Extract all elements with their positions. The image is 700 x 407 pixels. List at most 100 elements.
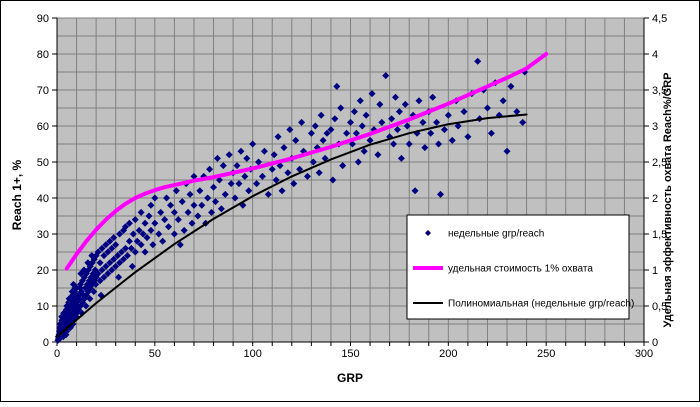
scatter-point bbox=[421, 144, 429, 152]
scatter-point bbox=[347, 118, 354, 126]
scatter-point bbox=[296, 165, 304, 173]
scatter-point bbox=[104, 270, 112, 278]
scatter-point bbox=[106, 237, 114, 245]
scatter-point bbox=[165, 223, 173, 231]
scatter-point bbox=[323, 129, 331, 137]
scatter-point bbox=[121, 223, 129, 231]
scatter-point bbox=[151, 219, 159, 227]
y-axis-left-title: Reach 1+, % bbox=[10, 159, 24, 230]
scatter-point bbox=[123, 252, 131, 260]
scatter-point bbox=[360, 147, 368, 155]
legend-item-label: удельная стоимость 1% охвата bbox=[448, 264, 593, 275]
x-axis-tick-label: 100 bbox=[243, 348, 261, 360]
legend-item-label: Полиномиальная (недельные grp/reach) bbox=[448, 299, 634, 310]
series-layer bbox=[54, 52, 549, 344]
scatter-point bbox=[429, 93, 437, 101]
scatter-point bbox=[131, 248, 139, 256]
scatter-point bbox=[128, 262, 136, 270]
scatter-point bbox=[100, 273, 108, 281]
scatter-point bbox=[258, 172, 266, 180]
scatter-point bbox=[286, 126, 294, 134]
scatter-point bbox=[454, 122, 462, 130]
scatter-point bbox=[141, 219, 149, 227]
x-axis-tick-label: 300 bbox=[635, 348, 653, 360]
y-axis-right-tick-label: 3,5 bbox=[652, 85, 667, 97]
scatter-point bbox=[198, 201, 206, 209]
scatter-point bbox=[352, 129, 360, 137]
scatter-point bbox=[460, 108, 468, 116]
scatter-point bbox=[155, 230, 163, 238]
scatter-point bbox=[395, 108, 403, 116]
scatter-point bbox=[184, 208, 192, 216]
scatter-point bbox=[309, 158, 317, 166]
y-axis-right-tick-label: 2,5 bbox=[652, 157, 667, 169]
scatter-point bbox=[125, 219, 133, 227]
scatter-point bbox=[121, 244, 129, 252]
scatter-point bbox=[151, 194, 159, 202]
scatter-point bbox=[116, 259, 124, 267]
scatter-point bbox=[129, 230, 137, 238]
scatter-point bbox=[280, 144, 288, 152]
scatter-point bbox=[178, 198, 186, 206]
scatter-point bbox=[474, 57, 482, 65]
y-axis-right-tick-label: 4 bbox=[652, 49, 658, 61]
scatter-point bbox=[73, 284, 81, 292]
scatter-point bbox=[507, 82, 515, 90]
scatter-point bbox=[190, 201, 198, 209]
scatter-point bbox=[227, 180, 235, 188]
scatter-point bbox=[337, 104, 345, 112]
scatter-point bbox=[120, 255, 128, 263]
scatter-point bbox=[241, 172, 249, 180]
scatter-point bbox=[102, 241, 110, 249]
y-axis-left-tick-label: 70 bbox=[37, 85, 49, 97]
scatter-point bbox=[268, 165, 276, 173]
scatter-point bbox=[100, 252, 108, 260]
y-axis-left-tick-label: 50 bbox=[37, 157, 49, 169]
scatter-point bbox=[260, 147, 268, 155]
scatter-point bbox=[176, 241, 184, 249]
scatter-point bbox=[343, 129, 351, 137]
y-axis-left-tick-label: 30 bbox=[37, 229, 49, 241]
scatter-point bbox=[112, 262, 120, 270]
x-axis-tick-label: 250 bbox=[537, 348, 555, 360]
scatter-point bbox=[196, 187, 204, 195]
scatter-point bbox=[356, 97, 364, 105]
scatter-point bbox=[190, 172, 198, 180]
scatter-point bbox=[219, 162, 227, 170]
cost-line bbox=[64, 52, 549, 271]
scatter-point bbox=[499, 97, 507, 105]
scatter-point bbox=[362, 111, 370, 119]
scatter-point bbox=[159, 237, 167, 245]
scatter-point bbox=[131, 216, 139, 224]
scatter-point bbox=[157, 208, 165, 216]
scatter-point bbox=[135, 226, 143, 234]
scatter-point bbox=[116, 230, 124, 238]
scatter-point bbox=[270, 151, 278, 159]
scatter-point bbox=[137, 208, 145, 216]
scatter-point bbox=[145, 212, 153, 220]
scatter-point bbox=[317, 111, 325, 119]
x-axis-tick-label: 150 bbox=[341, 348, 359, 360]
scatter-point bbox=[397, 154, 405, 162]
scatter-point bbox=[255, 158, 263, 166]
scatter-point bbox=[237, 147, 245, 155]
scatter-point bbox=[503, 147, 511, 155]
scatter-point bbox=[115, 273, 123, 281]
scatter-point bbox=[374, 151, 382, 159]
scatter-point bbox=[464, 133, 472, 141]
scatter-point bbox=[393, 126, 401, 134]
legend-diamond-marker bbox=[425, 230, 431, 236]
scatter-point bbox=[333, 82, 341, 90]
scatter-point bbox=[213, 154, 221, 162]
scatter-point bbox=[110, 255, 118, 263]
scatter-point bbox=[321, 154, 329, 162]
scatter-point bbox=[233, 162, 241, 170]
scatter-point bbox=[448, 136, 456, 144]
y-axis-left-tick-label: 40 bbox=[37, 193, 49, 205]
scatter-point bbox=[96, 259, 104, 267]
scatter-point bbox=[392, 93, 400, 101]
scatter-point bbox=[96, 277, 104, 285]
y-axis-right-tick-label: 2 bbox=[652, 193, 658, 205]
